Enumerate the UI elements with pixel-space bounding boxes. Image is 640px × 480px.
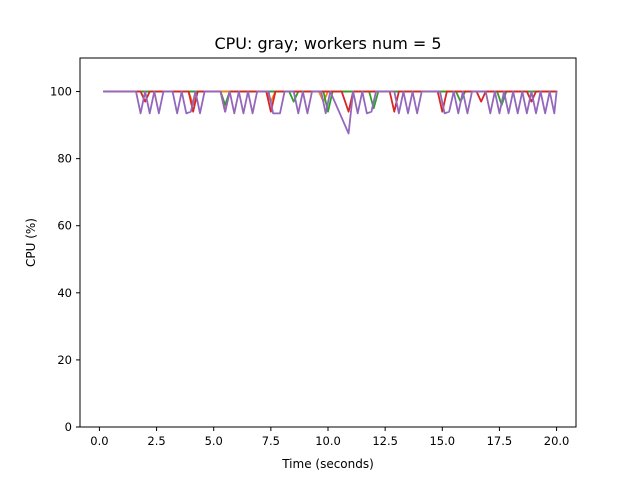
x-axis-ticks: 0.0 2.5 5.0 7.5 10.0 12.5 15.0 17.5 20.0: [90, 427, 569, 448]
x-tick-label: 0.0: [90, 434, 108, 448]
y-tick-label: 20: [57, 353, 72, 367]
y-axis-ticks: 0 20 40 60 80 100: [50, 85, 80, 434]
y-tick-label: 100: [50, 85, 72, 99]
series-group: [103, 90, 558, 135]
y-tick-label: 40: [57, 286, 72, 300]
y-axis-label: CPU (%): [24, 218, 38, 267]
x-tick-label: 5.0: [205, 434, 223, 448]
series-line-5: [103, 90, 558, 135]
x-tick-label: 12.5: [372, 434, 398, 448]
x-tick-label: 7.5: [262, 434, 280, 448]
x-tick-label: 20.0: [544, 434, 570, 448]
chart-title: CPU: gray; workers num = 5: [214, 34, 441, 53]
y-tick-label: 0: [65, 420, 72, 434]
x-tick-label: 17.5: [487, 434, 513, 448]
y-tick-label: 60: [57, 219, 72, 233]
y-tick-label: 80: [57, 152, 72, 166]
x-tick-label: 2.5: [147, 434, 165, 448]
x-axis-label: Time (seconds): [281, 457, 374, 471]
x-tick-label: 15.0: [429, 434, 455, 448]
x-tick-label: 10.0: [315, 434, 341, 448]
